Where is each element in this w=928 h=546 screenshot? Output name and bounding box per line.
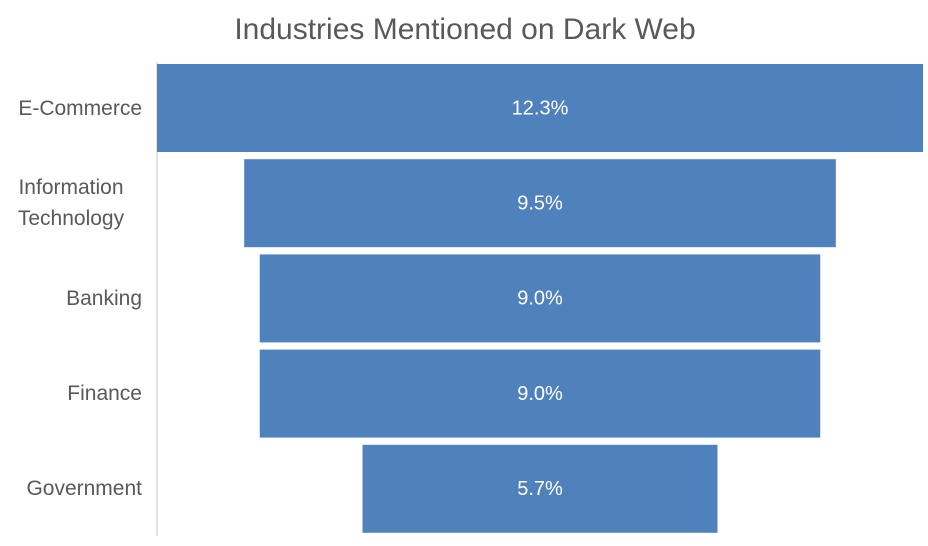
value-label: 12.3% — [512, 97, 569, 119]
value-label: 5.7% — [517, 478, 563, 500]
funnel-bar — [362, 444, 718, 533]
chart-title: Industries Mentioned on Dark Web — [234, 13, 695, 46]
funnel-bar — [259, 349, 821, 438]
category-label: Information Technology — [0, 159, 142, 247]
funnel-bar — [259, 254, 821, 343]
category-label: Finance — [0, 350, 142, 438]
funnel-bar — [157, 64, 923, 152]
category-label: Government — [0, 445, 142, 533]
category-label: E-Commerce — [0, 64, 142, 152]
value-label: 9.5% — [517, 192, 563, 214]
value-label: 9.0% — [517, 288, 563, 310]
value-label: 9.0% — [517, 383, 563, 405]
category-text: Government — [26, 477, 142, 501]
funnel-bar — [244, 159, 836, 248]
category-text: Information Technology — [17, 176, 125, 231]
category-text: E-Commerce — [18, 96, 142, 120]
category-label: Banking — [0, 254, 142, 342]
category-text: Banking — [66, 286, 142, 310]
category-text: Finance — [67, 382, 142, 406]
